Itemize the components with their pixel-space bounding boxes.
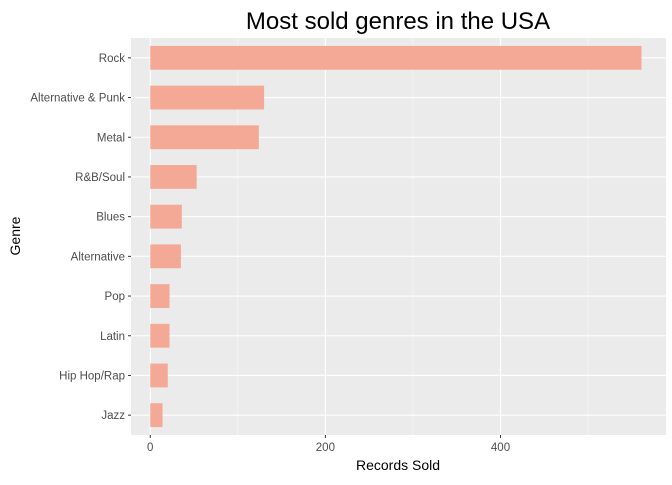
bar — [150, 323, 170, 348]
y-tick-label: Metal — [97, 132, 125, 144]
bar — [150, 85, 265, 110]
bar — [150, 45, 642, 70]
y-tick-label: Alternative & Punk — [30, 93, 125, 105]
bar — [150, 204, 182, 229]
bar — [150, 125, 259, 150]
y-tick-label: Alternative — [71, 251, 125, 263]
bar — [150, 363, 168, 388]
chart-title: Most sold genres in the USA — [246, 8, 550, 35]
x-axis-title: Records Sold — [356, 457, 440, 473]
y-tick-label: Jazz — [101, 410, 125, 422]
y-tick-label: Rock — [99, 53, 125, 65]
x-axis-ticks: 0 200 400 — [147, 435, 510, 454]
x-tick-label: 400 — [491, 442, 510, 454]
x-tick-label: 200 — [316, 442, 335, 454]
bars — [150, 45, 642, 428]
y-tick-label: Latin — [100, 331, 125, 343]
y-tick-label: Blues — [96, 212, 125, 224]
bar — [150, 403, 163, 428]
y-tick-label: Hip Hop/Rap — [59, 370, 125, 382]
y-axis-ticks: Rock Alternative & Punk Metal R&B/Soul Blues… — [30, 53, 131, 422]
bar — [150, 165, 197, 189]
bar — [150, 244, 181, 269]
bar — [150, 284, 170, 308]
y-tick-label: Pop — [105, 291, 125, 303]
y-axis-title: Genre — [7, 216, 23, 255]
x-tick-label: 0 — [147, 442, 153, 454]
y-tick-label: R&B/Soul — [75, 172, 125, 184]
